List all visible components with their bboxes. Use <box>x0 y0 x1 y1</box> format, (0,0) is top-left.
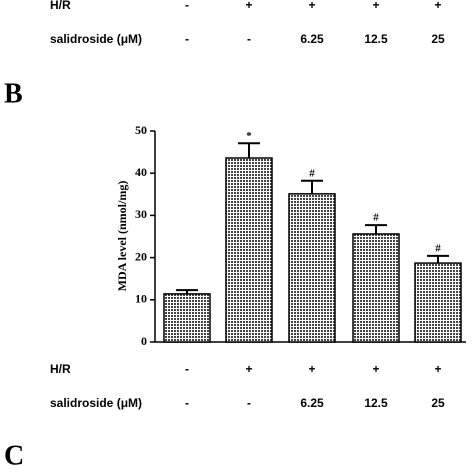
row-value: 6.25 <box>300 32 324 46</box>
y-tick-label: 40 <box>135 165 147 179</box>
y-tick-label: 10 <box>135 292 147 306</box>
significance-mark: # <box>309 167 315 179</box>
row-value: - <box>185 396 189 410</box>
row-value: + <box>308 0 315 12</box>
panel-label: B <box>4 78 23 109</box>
row-label: salidroside (μM) <box>50 32 142 46</box>
bar <box>163 293 211 343</box>
row-value: + <box>434 362 441 376</box>
row-value: + <box>245 362 252 376</box>
row-value: 6.25 <box>300 396 324 410</box>
panel-label: C <box>4 440 24 471</box>
row-value: 25 <box>431 32 445 46</box>
row-label: salidroside (μM) <box>50 396 142 410</box>
row-value: - <box>247 396 251 410</box>
y-tick-label: 50 <box>135 123 147 137</box>
significance-mark: * <box>246 130 252 142</box>
row-value: 12.5 <box>364 32 388 46</box>
row-value: + <box>308 362 315 376</box>
row-label: H/R <box>50 0 71 12</box>
bar <box>414 262 462 343</box>
row-label: H/R <box>50 362 71 376</box>
y-axis-label: MDA level (nmol/mg) <box>115 181 129 292</box>
y-tick-label: 20 <box>135 249 147 263</box>
bar <box>225 157 273 343</box>
bar <box>288 193 336 343</box>
row-value: - <box>247 32 251 46</box>
y-tick-label: 0 <box>141 334 147 348</box>
row-value: 25 <box>431 396 445 410</box>
row-value: - <box>185 362 189 376</box>
significance-mark: # <box>373 212 379 224</box>
row-value: - <box>185 32 189 46</box>
y-tick-label: 30 <box>135 207 147 221</box>
bar <box>352 233 400 343</box>
row-value: + <box>372 0 379 12</box>
row-value: 12.5 <box>364 396 388 410</box>
significance-mark: # <box>435 242 441 254</box>
row-value: - <box>185 0 189 12</box>
row-value: + <box>245 0 252 12</box>
row-value: + <box>434 0 441 12</box>
row-value: + <box>372 362 379 376</box>
